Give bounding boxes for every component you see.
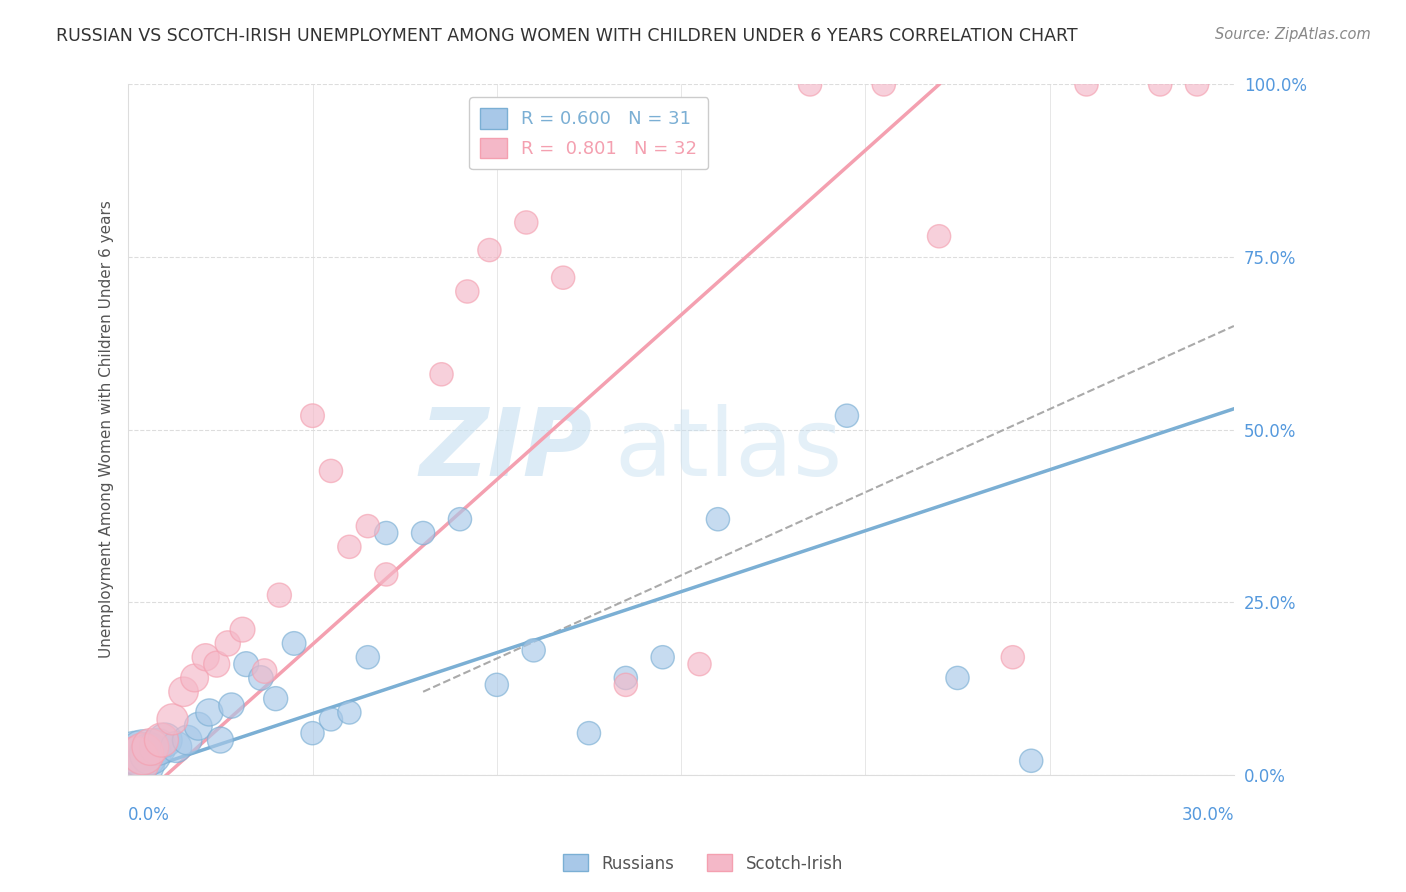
Point xyxy=(651,650,673,665)
Text: RUSSIAN VS SCOTCH-IRISH UNEMPLOYMENT AMONG WOMEN WITH CHILDREN UNDER 6 YEARS COR: RUSSIAN VS SCOTCH-IRISH UNEMPLOYMENT AMO… xyxy=(56,27,1078,45)
Point xyxy=(523,643,546,657)
Point xyxy=(799,78,821,92)
Point xyxy=(217,636,239,650)
Text: atlas: atlas xyxy=(614,404,844,496)
Text: Source: ZipAtlas.com: Source: ZipAtlas.com xyxy=(1215,27,1371,42)
Point xyxy=(283,636,305,650)
Point xyxy=(124,754,146,768)
Point xyxy=(173,685,195,699)
Point xyxy=(235,657,257,672)
Point xyxy=(139,739,162,754)
Point xyxy=(146,739,169,754)
Y-axis label: Unemployment Among Women with Children Under 6 years: Unemployment Among Women with Children U… xyxy=(100,201,114,658)
Point xyxy=(269,588,291,602)
Point xyxy=(153,733,176,747)
Point xyxy=(187,719,209,733)
Point xyxy=(209,733,232,747)
Point xyxy=(198,706,221,720)
Text: ZIP: ZIP xyxy=(420,404,593,496)
Point xyxy=(614,678,637,692)
Point xyxy=(357,519,380,533)
Point xyxy=(124,754,146,768)
Point xyxy=(375,567,398,582)
Point xyxy=(301,409,323,423)
Legend: Russians, Scotch-Irish: Russians, Scotch-Irish xyxy=(557,847,849,880)
Point xyxy=(430,368,453,382)
Point xyxy=(357,650,380,665)
Point xyxy=(319,464,342,478)
Point xyxy=(689,657,711,672)
Point xyxy=(132,747,155,761)
Point xyxy=(337,540,360,554)
Point xyxy=(456,285,478,299)
Point xyxy=(449,512,471,526)
Point xyxy=(707,512,730,526)
Point xyxy=(873,78,896,92)
Point xyxy=(194,650,217,665)
Point xyxy=(614,671,637,685)
Point xyxy=(253,664,276,678)
Point xyxy=(553,270,575,285)
Point xyxy=(183,671,205,685)
Point xyxy=(375,526,398,541)
Point xyxy=(1001,650,1024,665)
Point xyxy=(301,726,323,740)
Point xyxy=(264,691,287,706)
Point xyxy=(162,712,184,726)
Point xyxy=(1019,754,1042,768)
Point xyxy=(1149,78,1171,92)
Text: 30.0%: 30.0% xyxy=(1181,805,1234,823)
Point xyxy=(1185,78,1208,92)
Point xyxy=(250,671,273,685)
Point xyxy=(412,526,434,541)
Point xyxy=(928,229,950,244)
Point xyxy=(319,712,342,726)
Point xyxy=(165,739,187,754)
Point xyxy=(139,747,162,761)
Point xyxy=(231,623,253,637)
Point xyxy=(835,409,858,423)
Point xyxy=(132,747,155,761)
Point xyxy=(1076,78,1098,92)
Point xyxy=(337,706,360,720)
Point xyxy=(478,243,501,257)
Point xyxy=(150,733,173,747)
Point xyxy=(205,657,228,672)
Text: 0.0%: 0.0% xyxy=(128,805,170,823)
Point xyxy=(578,726,600,740)
Point xyxy=(515,215,537,229)
Point xyxy=(221,698,243,713)
Point xyxy=(946,671,969,685)
Point xyxy=(176,733,198,747)
Legend: R = 0.600   N = 31, R =  0.801   N = 32: R = 0.600 N = 31, R = 0.801 N = 32 xyxy=(470,97,709,169)
Point xyxy=(485,678,508,692)
